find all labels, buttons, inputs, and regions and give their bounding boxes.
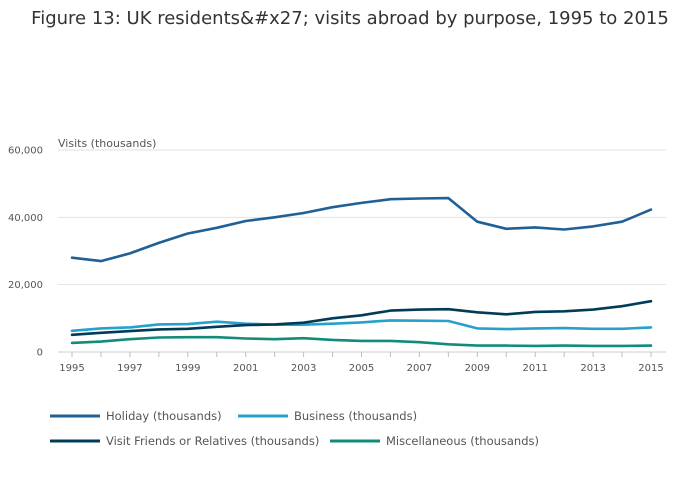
legend-item[interactable]: Miscellaneous (thousands) xyxy=(330,434,539,448)
gridlines xyxy=(58,149,666,286)
x-tick-label: 1999 xyxy=(175,363,200,374)
legend: Holiday (thousands) Business (thousands) V… xyxy=(50,409,539,448)
x-tick-label: 2005 xyxy=(349,363,374,374)
x-tick-label: 2001 xyxy=(233,363,258,374)
x-tick-label: 2015 xyxy=(638,363,663,374)
y-axis-title: Visits (thousands) xyxy=(58,137,156,150)
series-line-3 xyxy=(70,335,653,348)
x-tick-label: 1995 xyxy=(59,363,84,374)
legend-item[interactable]: Holiday (thousands) xyxy=(50,409,222,423)
legend-label: Holiday (thousands) xyxy=(106,409,222,423)
y-tick-label: 20,000 xyxy=(8,280,43,291)
y-tick-label: 60,000 xyxy=(8,146,43,157)
legend-label: Visit Friends or Relatives (thousands) xyxy=(106,434,319,448)
y-tick-label: 40,000 xyxy=(8,213,43,224)
axes: 0 20,000 40,000 60,000 1995 1997 1999 2001 2003 2… xyxy=(8,146,666,374)
series-line-1 xyxy=(70,319,653,333)
x-tick-label: 1997 xyxy=(117,363,142,374)
x-tick-label: 2003 xyxy=(291,363,316,374)
y-tick-label: 0 xyxy=(37,348,43,359)
series-line-0 xyxy=(70,196,653,263)
legend-label: Business (thousands) xyxy=(294,409,417,423)
series-lines xyxy=(70,196,653,348)
series-line-2 xyxy=(70,299,653,337)
x-tick-label: 2013 xyxy=(580,363,605,374)
x-tick-label: 2009 xyxy=(465,363,490,374)
legend-label: Miscellaneous (thousands) xyxy=(386,434,539,448)
legend-item[interactable]: Business (thousands) xyxy=(238,409,417,423)
legend-item[interactable]: Visit Friends or Relatives (thousands) xyxy=(50,434,319,448)
x-tick-label: 2007 xyxy=(407,363,432,374)
x-tick-label: 2011 xyxy=(522,363,547,374)
chart-title: Figure 13: UK residents&#x27; visits abr… xyxy=(31,8,669,29)
